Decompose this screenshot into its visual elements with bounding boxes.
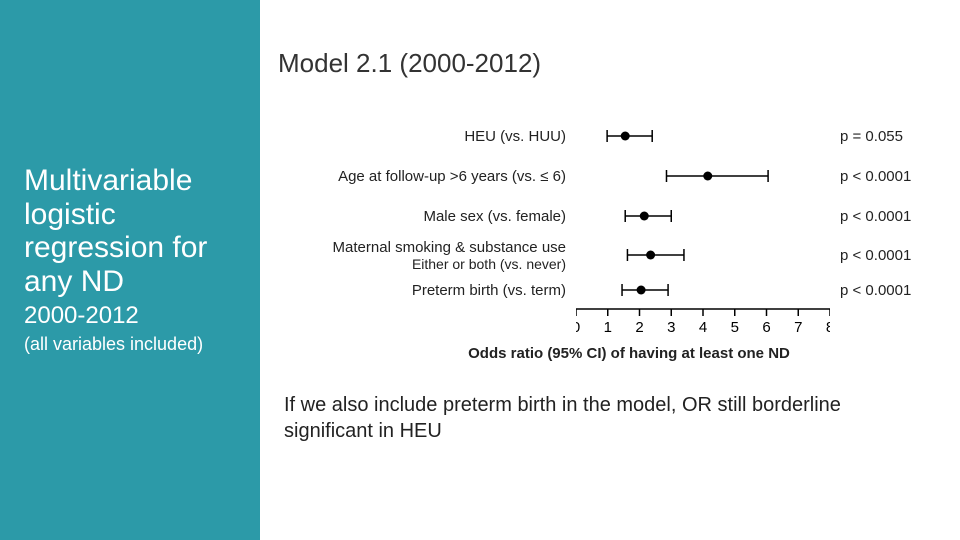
forest-plot-column: 0 1 2 3 4 5 6 7 8 [576, 107, 830, 339]
forest-pvalues-column: p = 0.055p < 0.0001p < 0.0001p < 0.0001p… [830, 107, 940, 305]
forest-row-pvalue: p < 0.0001 [830, 155, 940, 197]
forest-plot-svg: 0 1 2 3 4 5 6 7 8 [576, 107, 830, 339]
forest-row-pvalue: p = 0.055 [830, 117, 940, 155]
forest-caption: Odds ratio (95% CI) of having at least o… [318, 345, 940, 362]
forest-labels-column: HEU (vs. HUU)Age at follow-up >6 years (… [278, 107, 576, 305]
forest-row-pvalue: p < 0.0001 [830, 197, 940, 235]
slide: Multivariable logistic regression for an… [0, 0, 960, 540]
sidebar: Multivariable logistic regression for an… [0, 0, 260, 540]
model-title: Model 2.1 (2000-2012) [278, 48, 940, 79]
forest-row-pvalue: p < 0.0001 [830, 235, 940, 275]
forest-row-pvalue: p < 0.0001 [830, 275, 940, 305]
forest-row-label: Age at follow-up >6 years (vs. ≤ 6) [278, 155, 576, 197]
svg-text:7: 7 [794, 319, 802, 336]
svg-text:1: 1 [604, 319, 612, 336]
svg-text:0: 0 [576, 319, 580, 336]
forest-plot-container: HEU (vs. HUU)Age at follow-up >6 years (… [278, 107, 940, 339]
svg-text:6: 6 [762, 319, 770, 336]
sidebar-title: Multivariable logistic regression for an… [24, 164, 242, 298]
svg-text:5: 5 [731, 319, 739, 336]
footnote-text: If we also include preterm birth in the … [284, 392, 904, 444]
sidebar-note: (all variables included) [24, 334, 242, 355]
forest-row-label: Maternal smoking & substance useEither o… [278, 235, 576, 275]
main-content: Model 2.1 (2000-2012) HEU (vs. HUU)Age a… [260, 0, 960, 540]
svg-text:2: 2 [635, 319, 643, 336]
forest-row-label: Male sex (vs. female) [278, 197, 576, 235]
sidebar-subtitle: 2000-2012 [24, 302, 242, 330]
svg-text:3: 3 [667, 319, 675, 336]
svg-text:4: 4 [699, 319, 707, 336]
forest-row-label: Preterm birth (vs. term) [278, 275, 576, 305]
svg-text:8: 8 [826, 319, 830, 336]
forest-row-label: HEU (vs. HUU) [278, 117, 576, 155]
